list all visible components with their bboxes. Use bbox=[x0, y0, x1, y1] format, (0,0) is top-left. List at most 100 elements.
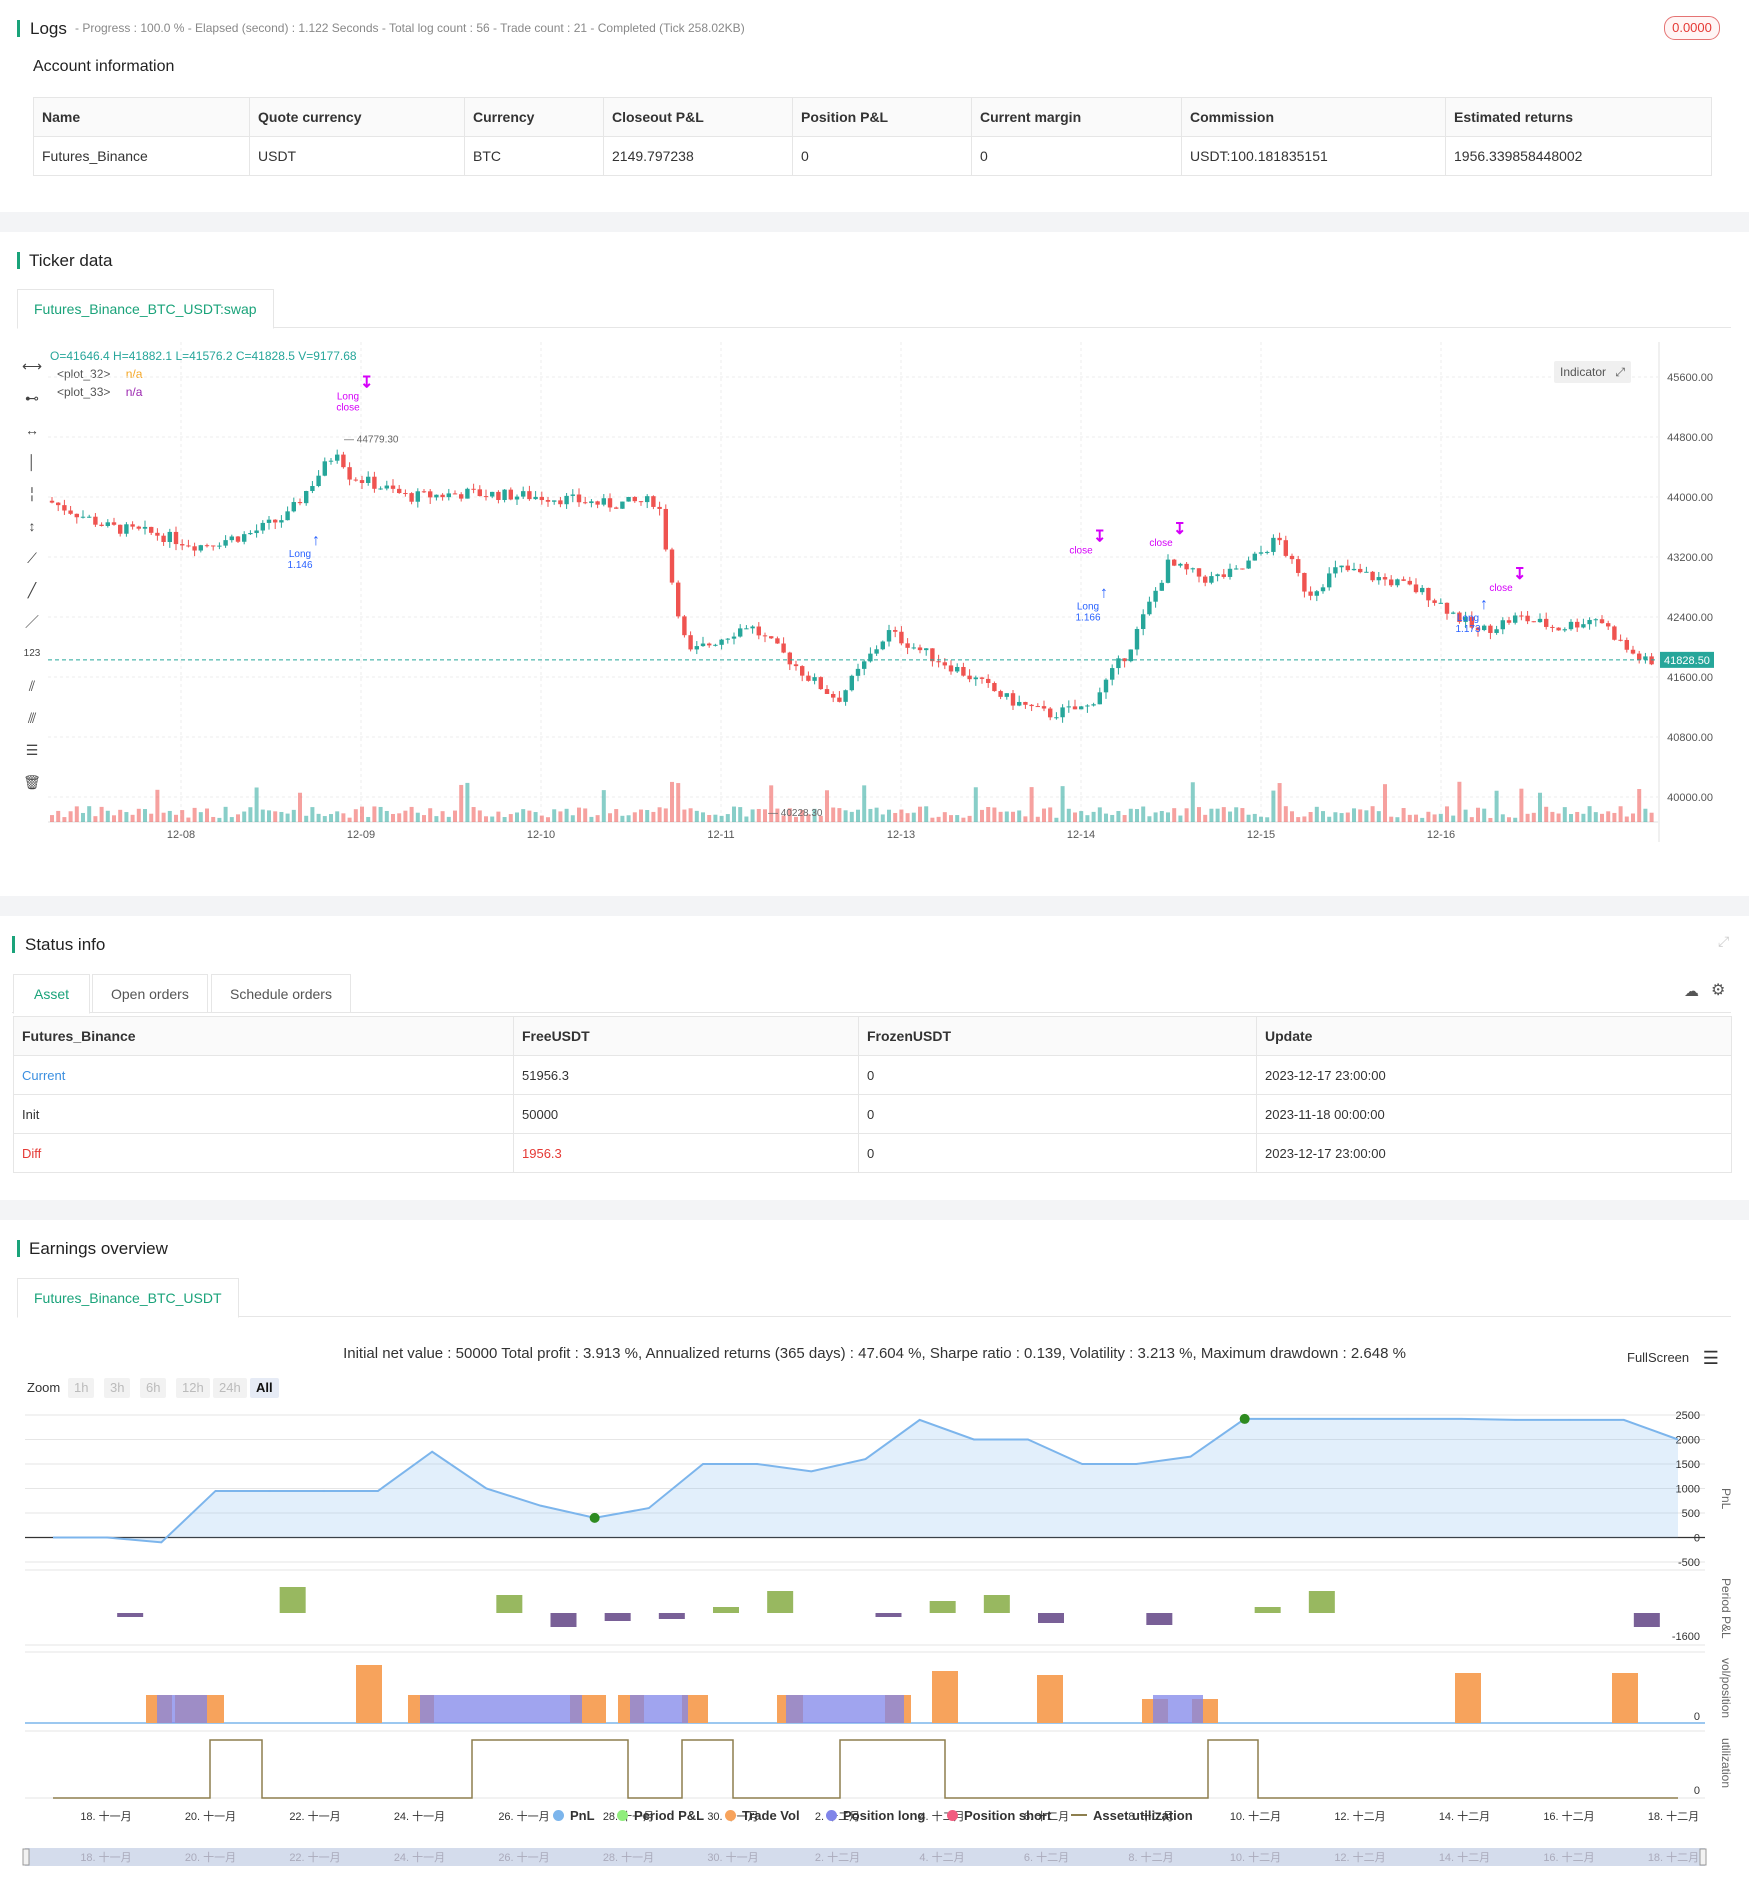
volume-bar bbox=[502, 817, 507, 822]
vertical-line-tool-icon[interactable]: │ bbox=[27, 454, 37, 470]
volume-bar bbox=[229, 817, 234, 822]
candle-body bbox=[136, 526, 141, 529]
trade-vol-bar bbox=[1455, 1673, 1481, 1723]
logs-badge[interactable]: 0.0000 bbox=[1664, 16, 1720, 40]
legend-trade-vol[interactable]: Trade Vol bbox=[725, 1808, 800, 1823]
trend-line-tool-icon[interactable]: ⟋ bbox=[27, 550, 37, 566]
candle-body bbox=[1482, 625, 1487, 631]
volume-bar bbox=[1209, 808, 1214, 822]
volume-bar bbox=[484, 816, 488, 822]
cloud-download-icon[interactable]: ☁ bbox=[1684, 983, 1699, 1000]
zoom-1h-button[interactable]: 1h bbox=[68, 1378, 95, 1398]
volume-bar bbox=[973, 787, 978, 822]
extended-ray-tool-icon[interactable]: ／ bbox=[25, 614, 39, 630]
volume-bar bbox=[1290, 811, 1294, 822]
volume-bar bbox=[74, 806, 79, 822]
legend-position-long[interactable]: Position long bbox=[826, 1808, 925, 1823]
vertical-ray-tool-icon[interactable]: ↕ bbox=[28, 518, 36, 534]
price-label-tool-icon[interactable]: 123 bbox=[23, 648, 41, 659]
candle-body bbox=[266, 519, 272, 523]
volume-bar bbox=[1370, 806, 1375, 822]
navigator-tick-label: 18. 十二月 bbox=[1648, 1850, 1699, 1864]
volume-bar bbox=[862, 785, 867, 822]
pnl-tick-label: -500 bbox=[1678, 1557, 1700, 1569]
pnl-point bbox=[647, 1507, 650, 1510]
status-accent bbox=[12, 936, 15, 953]
volume-bar bbox=[477, 810, 482, 822]
last-price-tag bbox=[1660, 651, 1714, 668]
ray-tool-icon[interactable]: ╱ bbox=[27, 582, 37, 598]
candlestick-chart[interactable]: 45600.00 44800.00 44000.00 43200.00 42400.00… bbox=[48, 342, 1728, 842]
util-axis-title: utilization bbox=[1719, 1738, 1733, 1788]
fullscreen-button[interactable]: FullScreen ☰ bbox=[1627, 1348, 1719, 1369]
candle-body bbox=[155, 532, 160, 536]
candle-body bbox=[409, 493, 414, 502]
earnings-tab[interactable]: Futures_Binance_BTC_USDT bbox=[17, 1278, 239, 1318]
zoom-12h-button[interactable]: 12h bbox=[176, 1378, 210, 1398]
trash-icon[interactable]: 🗑 bbox=[23, 774, 41, 790]
status-expand-icon[interactable]: ⤢ bbox=[1718, 933, 1730, 949]
tab-asset[interactable]: Asset bbox=[13, 974, 91, 1014]
volume-bar bbox=[1234, 807, 1239, 822]
legend-position-short[interactable]: Position short bbox=[947, 1808, 1051, 1823]
volume-bar bbox=[254, 787, 259, 822]
candle-body bbox=[403, 493, 408, 495]
candle-body bbox=[310, 486, 315, 492]
row-current-label[interactable]: Current bbox=[13, 1055, 514, 1095]
candle-body bbox=[948, 665, 954, 672]
zoom-all-button[interactable]: All bbox=[250, 1378, 279, 1398]
legend-pnl[interactable]: PnL bbox=[553, 1808, 595, 1823]
zoom-6h-button[interactable]: 6h bbox=[140, 1378, 167, 1398]
parallel-channel-tool-icon[interactable]: ⫽ bbox=[28, 678, 36, 694]
volume-bar bbox=[453, 810, 457, 822]
fib-retracement-tool-icon[interactable]: ☰ bbox=[25, 742, 39, 758]
date-tick-label: 12-16 bbox=[1427, 829, 1455, 841]
period-pnl-bar bbox=[767, 1591, 794, 1613]
extended-line-tool-icon[interactable]: ↔ bbox=[25, 422, 39, 438]
pnl-point bbox=[918, 1418, 921, 1421]
row-diff-label: Diff bbox=[13, 1133, 514, 1173]
candle-body bbox=[1289, 555, 1295, 560]
candle-body bbox=[229, 536, 234, 541]
horizontal-ray-tool-icon[interactable]: ⊷ bbox=[25, 390, 39, 406]
volume-bar bbox=[347, 817, 352, 822]
ticker-tab[interactable]: Futures_Binance_BTC_USDT:swap bbox=[17, 289, 274, 329]
volume-bar bbox=[1631, 813, 1635, 822]
fib-channel-tool-icon[interactable]: ⫻ bbox=[27, 710, 37, 726]
navigator-tick-label: 2. 十二月 bbox=[815, 1850, 860, 1864]
tab-open-orders[interactable]: Open orders bbox=[92, 974, 208, 1013]
x-tick-label: 20. 十一月 bbox=[185, 1809, 236, 1823]
volume-bar bbox=[62, 817, 67, 822]
position-long-bar bbox=[630, 1695, 688, 1723]
candle-body bbox=[1494, 629, 1499, 633]
candle-body bbox=[992, 683, 997, 692]
volume-bar bbox=[800, 809, 805, 822]
vertical-segment-tool-icon[interactable]: ╎ bbox=[27, 486, 37, 502]
horizontal-line-tool-icon[interactable]: ⟷ bbox=[22, 358, 43, 374]
volume-bar bbox=[267, 810, 271, 822]
gear-icon[interactable]: ⚙ bbox=[1711, 982, 1726, 999]
pnl-line bbox=[53, 1417, 1679, 1544]
volume-bar bbox=[558, 811, 563, 822]
volume-bar bbox=[1271, 790, 1276, 822]
earnings-chart[interactable]: 2500 2000 1500 1000 500 0 -500 PnL -1600 Period P… bbox=[0, 1400, 1749, 1898]
candle-body bbox=[1035, 706, 1040, 708]
candle-body bbox=[496, 491, 501, 500]
account-col-quote: Quote currency bbox=[249, 97, 465, 137]
volume-bar bbox=[1407, 814, 1412, 822]
zoom-3h-button[interactable]: 3h bbox=[104, 1378, 131, 1398]
period-pnl-bar bbox=[658, 1613, 685, 1619]
volume-bar bbox=[279, 811, 284, 822]
candle-body bbox=[744, 628, 749, 630]
pnl-area bbox=[53, 1418, 1678, 1543]
volume-bar bbox=[291, 809, 296, 822]
candle-body bbox=[973, 677, 978, 680]
legend-period-pnl[interactable]: Period P&L bbox=[617, 1808, 704, 1823]
table-row: Current 51956.3 0 2023-12-17 23:00:00 bbox=[13, 1055, 1732, 1095]
candle-body bbox=[1017, 701, 1022, 706]
zoom-24h-button[interactable]: 24h bbox=[213, 1378, 247, 1398]
tab-schedule-orders[interactable]: Schedule orders bbox=[211, 974, 351, 1013]
legend-asset-utilization[interactable]: Asset utilization bbox=[1071, 1808, 1193, 1823]
volume-bar bbox=[378, 806, 383, 822]
volume-bar bbox=[682, 809, 687, 822]
